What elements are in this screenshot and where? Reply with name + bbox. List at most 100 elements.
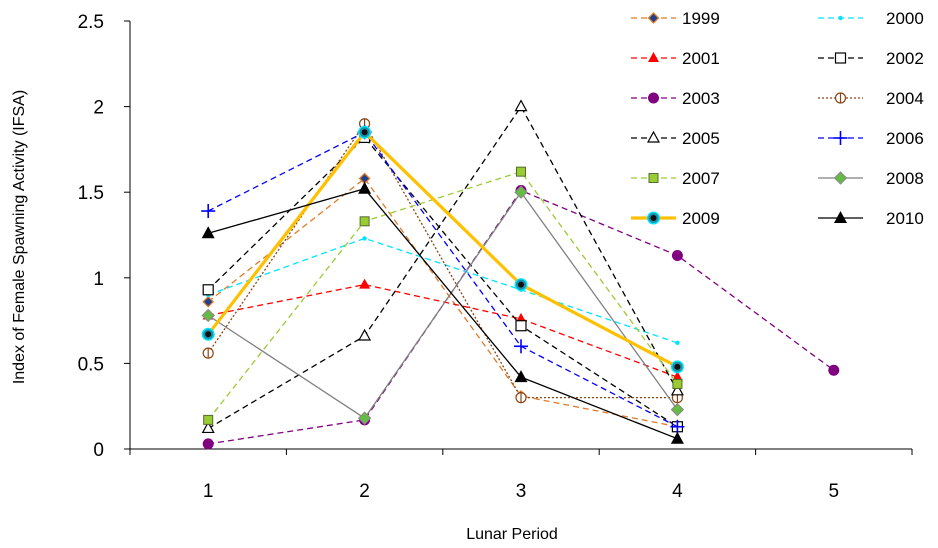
series-2001 (202, 278, 683, 382)
series-layer (201, 99, 840, 450)
x-tick-label: 5 (829, 481, 840, 502)
series-line-1999 (207, 177, 678, 428)
data-point-2004 (515, 392, 527, 404)
x-axis-title: Lunar Period (466, 526, 558, 543)
legend-label: 2000 (886, 9, 924, 28)
legend-marker (648, 92, 659, 104)
data-point-2008 (514, 185, 528, 199)
x-tick-label: 3 (516, 481, 527, 502)
series-line-2002 (207, 136, 678, 428)
legend-label: 2010 (886, 209, 924, 228)
plot-area: 0 0.5 1 1.5 2 2.5 1 2 3 4 5 (78, 12, 913, 502)
series-2006 (201, 125, 685, 434)
series-line-2007 (207, 170, 678, 421)
data-point-2007 (672, 378, 683, 389)
data-point-1999 (202, 295, 215, 308)
y-axis-title: Index of Female Spawning Activity (IFSA) (11, 90, 28, 384)
legend-marker (647, 211, 661, 225)
data-point-2009 (670, 360, 684, 374)
data-point-2008 (670, 402, 685, 417)
data-point-2002 (202, 284, 214, 296)
legend: 1999 2000 2001 2002 2003 2004 2005 2006 2007 2008… (631, 9, 924, 228)
data-point-2006 (514, 339, 528, 354)
legend-label: 2005 (682, 129, 720, 148)
legend-marker (834, 52, 847, 64)
data-point-2007 (203, 414, 214, 425)
data-point-2009 (358, 125, 372, 139)
legend-item-2004: 2004 (818, 89, 924, 108)
series-2010 (201, 181, 684, 444)
x-tick-label: 2 (359, 481, 370, 502)
data-point-2008 (357, 411, 372, 425)
series-line-2006 (207, 131, 678, 428)
data-point-2005 (201, 421, 215, 434)
y-tick-label: 0.5 (78, 354, 104, 375)
data-point-2002 (515, 320, 527, 332)
data-point-2009 (201, 327, 215, 341)
legend-marker (834, 211, 847, 223)
legend-marker (833, 131, 848, 145)
series-line-2004 (207, 122, 678, 399)
data-point-2001 (359, 278, 371, 289)
data-point-2000 (362, 236, 367, 241)
legend-marker (838, 15, 843, 21)
legend-label: 2002 (886, 49, 924, 68)
data-point-2000 (675, 340, 680, 346)
legend-marker (833, 171, 848, 185)
x-tick-label: 4 (672, 481, 683, 502)
series-line-2005 (207, 105, 678, 430)
data-point-2001 (671, 371, 683, 382)
data-point-2005 (358, 328, 372, 341)
data-point-2006 (670, 419, 685, 434)
series-line-2000 (207, 237, 678, 344)
legend-item-2009: 2009 (631, 209, 720, 228)
legend-marker (648, 173, 659, 183)
data-point-2004 (202, 347, 214, 359)
legend-label: 2003 (682, 89, 720, 108)
y-tick-label: 0 (93, 440, 104, 461)
series-line-2001 (208, 283, 678, 378)
legend-label: 1999 (682, 9, 720, 28)
series-2008 (201, 185, 685, 425)
legend-item-2007: 2007 (631, 169, 720, 188)
data-point-2010 (514, 370, 528, 383)
legend-item-1999: 1999 (631, 9, 720, 28)
legend-label: 2004 (886, 89, 924, 108)
legend-label: 2009 (682, 209, 720, 228)
data-point-2007 (359, 216, 370, 227)
y-tick-label: 1 (93, 269, 104, 290)
legend-item-2006: 2006 (818, 129, 924, 148)
series-2009 (201, 125, 684, 374)
data-point-2007 (516, 166, 526, 177)
data-point-2005 (514, 99, 528, 112)
series-line-2009 (206, 129, 679, 369)
data-point-2006 (201, 204, 216, 219)
legend-label: 2001 (682, 49, 720, 68)
data-point-2010 (358, 181, 372, 194)
legend-item-2003: 2003 (631, 89, 720, 108)
data-point-2003 (828, 364, 840, 376)
data-point-2003 (671, 250, 683, 262)
legend-marker (648, 52, 659, 62)
legend-item-2000: 2000 (818, 9, 924, 28)
data-point-2005 (670, 383, 684, 396)
legend-label: 2008 (886, 169, 924, 188)
legend-item-2010: 2010 (818, 209, 924, 228)
legend-item-2005: 2005 (631, 129, 720, 148)
data-point-2009 (514, 278, 528, 292)
data-point-2010 (670, 431, 684, 444)
y-tick-label: 1.5 (78, 183, 104, 204)
series-line-2010 (208, 188, 678, 440)
legend-item-2002: 2002 (818, 49, 924, 68)
data-point-2010 (201, 226, 215, 239)
legend-marker (834, 92, 847, 104)
legend-item-2008: 2008 (818, 169, 924, 188)
legend-item-2001: 2001 (631, 49, 720, 68)
data-point-2003 (202, 438, 214, 450)
legend-label: 2007 (682, 169, 720, 188)
x-tick-label: 1 (203, 481, 214, 502)
data-point-2008 (201, 308, 215, 323)
legend-marker (646, 130, 661, 143)
